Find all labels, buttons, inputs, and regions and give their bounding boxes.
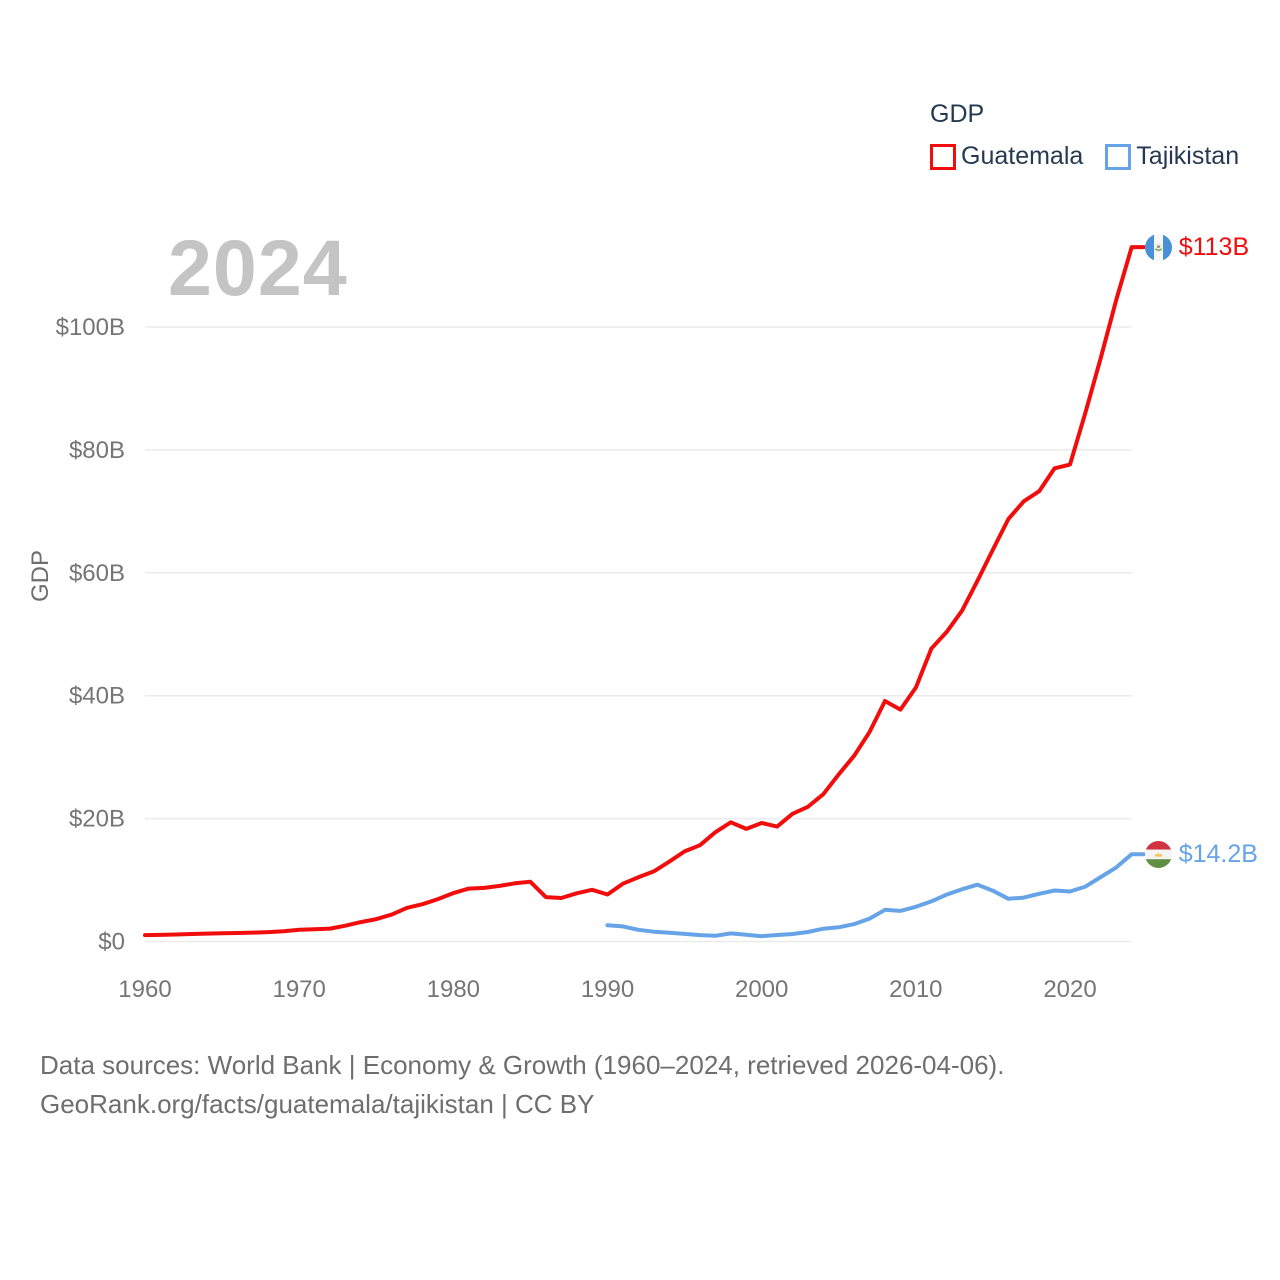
year-watermark: 2024 <box>168 223 348 312</box>
chart-legend: GDP Guatemala Tajikistan <box>930 100 1239 171</box>
legend-item-label: Tajikistan <box>1136 142 1240 170</box>
x-tick-label: 1960 <box>118 976 171 1003</box>
guatemala-flag-icon <box>1144 233 1172 261</box>
y-tick-label: $20B <box>69 806 125 833</box>
legend-item-guatemala[interactable]: Guatemala <box>930 142 1083 171</box>
legend-item-tajikistan[interactable]: Tajikistan <box>1105 142 1239 171</box>
x-tick-label: 1970 <box>272 976 325 1003</box>
x-tick-label: 2020 <box>1043 976 1096 1003</box>
legend-title: GDP <box>930 100 985 128</box>
x-tick-label: 1990 <box>581 976 634 1003</box>
tajikistan-flag-icon <box>1144 840 1172 868</box>
footer-credit-url: GeoRank.org/facts/guatemala/tajikistan |… <box>40 1089 595 1119</box>
tajikistan-end-value: $14.2B <box>1178 839 1258 868</box>
chart-plot-area: $0 $20B $40B $60B $80B $100B 1960 1970 1980 1990 2… <box>56 245 1146 1003</box>
x-tick-label: 2010 <box>889 976 942 1003</box>
legend-items: Guatemala Tajikistan <box>930 142 1239 171</box>
y-tick-label: $40B <box>69 683 125 710</box>
tajikistan-gdp-line[interactable] <box>605 852 1146 939</box>
y-tick-label: $100B <box>56 314 125 341</box>
x-tick-label: 2000 <box>735 976 788 1003</box>
guatemala-end-value: $113B <box>1178 232 1250 261</box>
guatemala-gdp-line[interactable] <box>143 245 1146 938</box>
tajikistan-end-label: $14.2B <box>1144 839 1258 868</box>
guatemala-end-label: $113B <box>1144 232 1250 261</box>
y-tick-label: $0 <box>98 929 125 956</box>
x-tick-label: 1980 <box>427 976 480 1003</box>
y-tick-label: $80B <box>69 437 125 464</box>
tajikistan-series-swatch <box>1105 143 1132 170</box>
y-tick-label: $60B <box>69 560 125 587</box>
attribution-footer: Data sources: World Bank | Economy & Gro… <box>40 1046 1004 1124</box>
legend-item-label: Guatemala <box>961 142 1084 170</box>
footer-data-sources: Data sources: World Bank | Economy & Gro… <box>40 1050 1005 1080</box>
guatemala-series-swatch <box>930 143 956 170</box>
